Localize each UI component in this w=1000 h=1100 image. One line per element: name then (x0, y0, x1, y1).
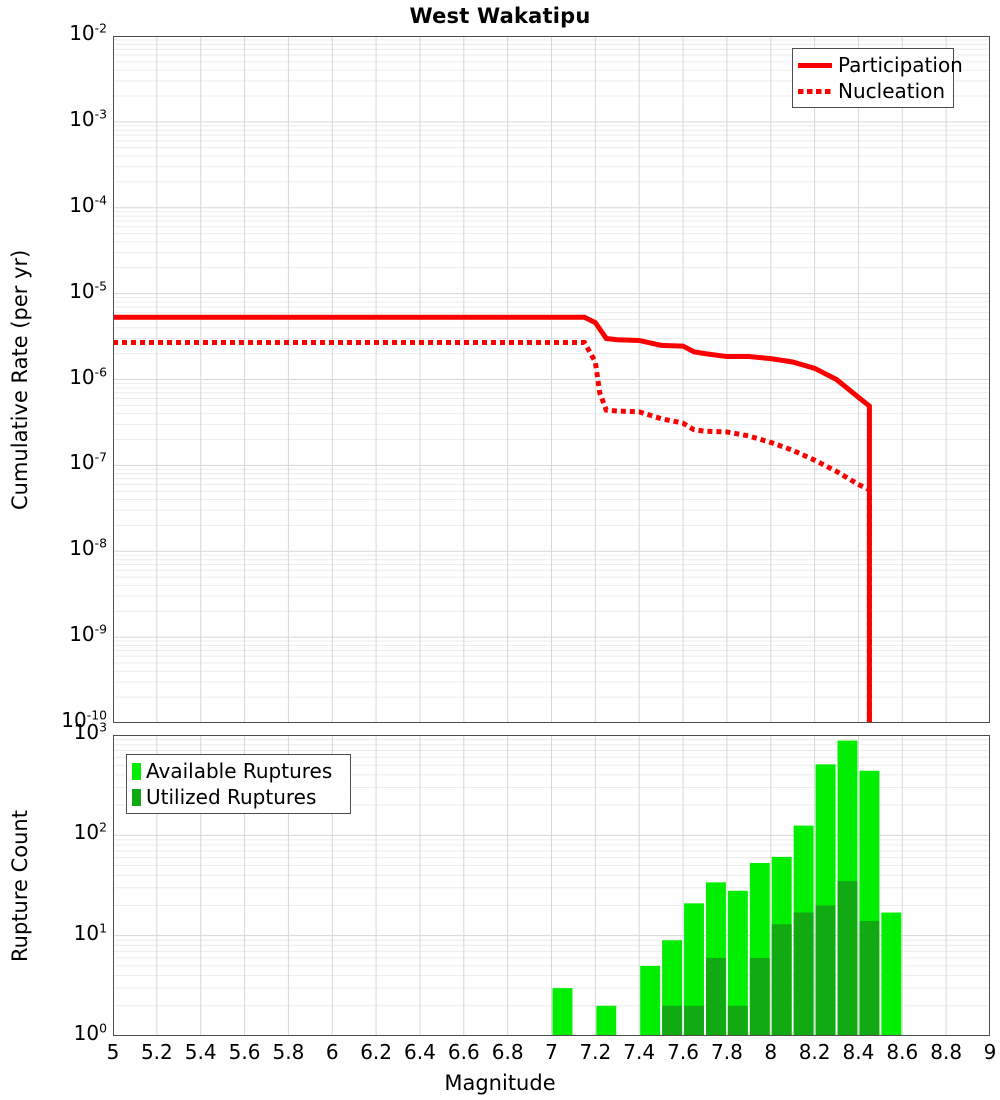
legend-label-participation: Participation (838, 53, 963, 77)
utilized-rupture-bar (662, 1006, 682, 1036)
top-y-tick--2: 10-2 (35, 21, 107, 45)
legend-item-nucleation[interactable]: Nucleation (798, 78, 945, 104)
available-rupture-bar (553, 988, 573, 1036)
x-axis-label: Magnitude (0, 1071, 1000, 1095)
top-y-tick--3: 10-3 (35, 107, 107, 131)
top-y-tick--6: 10-6 (35, 365, 107, 389)
available-rupture-bar (881, 913, 901, 1036)
legend-item-available-ruptures[interactable]: Available Ruptures (132, 758, 342, 784)
top-panel-y-axis-label: Cumulative Rate (per yr) (8, 249, 32, 509)
utilized-rupture-bar (859, 921, 879, 1036)
bottom-panel-y-axis-label: Rupture Count (8, 810, 32, 962)
available-ruptures-swatch-icon (132, 763, 141, 780)
utilized-rupture-bar (838, 881, 858, 1036)
utilized-rupture-bar (794, 913, 814, 1036)
utilized-rupture-bar (750, 958, 770, 1036)
bottom-panel-legend: Available Ruptures Utilized Ruptures (126, 754, 351, 814)
top-y-tick--9: 10-9 (35, 622, 107, 646)
top-y-tick--8: 10-8 (35, 536, 107, 560)
utilized-rupture-bar (684, 1006, 704, 1036)
top-panel-vertical-gridlines (113, 36, 990, 723)
page-title: West Wakatipu (0, 4, 1000, 28)
utilized-rupture-bar (728, 1006, 748, 1036)
legend-item-participation[interactable]: Participation (798, 52, 945, 78)
top-y-tick--4: 10-4 (35, 193, 107, 217)
nucleation-line-icon (798, 89, 832, 94)
utilized-rupture-bar (816, 905, 836, 1036)
top-y-tick--5: 10-5 (35, 279, 107, 303)
figure-root: West Wakatipu Cumulative Rate (per yr) 1… (0, 0, 1000, 1100)
bottom-y-tick-1: 101 (35, 921, 107, 945)
top-panel-legend: Participation Nucleation (792, 48, 954, 108)
available-rupture-bar (640, 966, 660, 1036)
utilized-rupture-bar (706, 958, 726, 1036)
x-tick-9: 9 (950, 1040, 1000, 1064)
utilized-rupture-bar (772, 924, 792, 1036)
legend-item-utilized-ruptures[interactable]: Utilized Ruptures (132, 784, 342, 810)
utilized-ruptures-swatch-icon (132, 789, 141, 806)
legend-label-available-ruptures: Available Ruptures (146, 759, 332, 783)
legend-label-utilized-ruptures: Utilized Ruptures (146, 785, 316, 809)
bottom-y-tick-3: 103 (35, 720, 107, 744)
legend-label-nucleation: Nucleation (838, 79, 945, 103)
cumulative-rate-plot (113, 36, 990, 723)
available-rupture-bar (596, 1006, 616, 1036)
top-y-tick--7: 10-7 (35, 450, 107, 474)
participation-line-icon (798, 63, 832, 68)
bottom-y-tick-2: 102 (35, 820, 107, 844)
